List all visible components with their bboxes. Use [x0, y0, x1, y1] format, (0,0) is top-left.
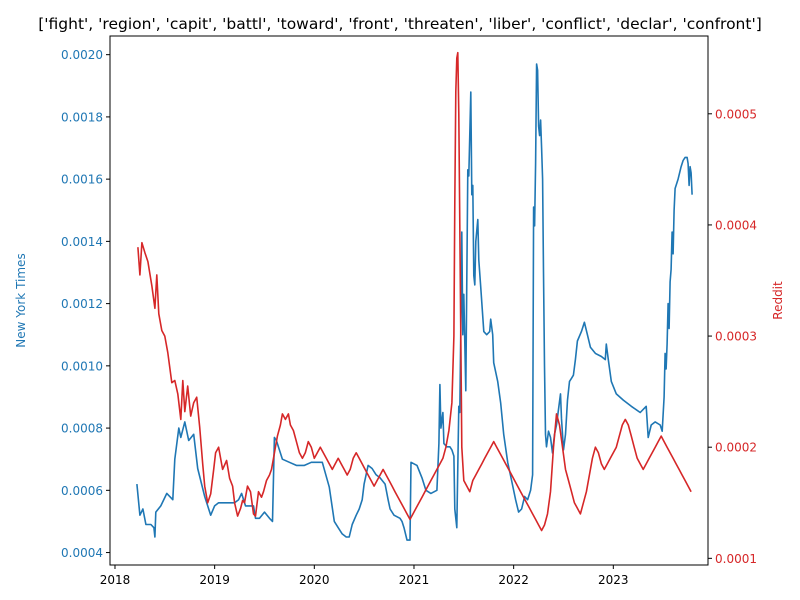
left-tick-label: 0.0020 [61, 48, 103, 62]
right-tick-label: 0.0004 [715, 218, 757, 232]
right-tick-label: 0.0002 [715, 441, 757, 455]
right-tick-label: 0.0005 [715, 107, 757, 121]
left-tick-label: 0.0012 [61, 297, 103, 311]
right-y-axis: 0.0001 0.0002 0.0003 0.0004 0.0005 [708, 107, 757, 566]
left-tick-label: 0.0018 [61, 110, 103, 124]
left-tick-label: 0.0016 [61, 173, 103, 187]
series-line-reddit [137, 51, 692, 532]
right-tick-label: 0.0001 [715, 552, 757, 566]
x-axis: 2018 2019 2020 2021 2022 2023 [100, 565, 629, 587]
left-y-axis: 0.0004 0.0006 0.0008 0.0010 0.0012 0.0014 0.00… [61, 48, 110, 560]
series-line-new-york-times [136, 63, 693, 541]
left-tick-label: 0.0004 [61, 546, 103, 560]
left-tick-label: 0.0010 [61, 359, 103, 373]
x-tick-label: 2022 [498, 573, 529, 587]
x-tick-label: 2020 [299, 573, 330, 587]
left-axis-label: New York Times [14, 253, 28, 347]
left-tick-label: 0.0008 [61, 422, 103, 436]
right-tick-label: 0.0003 [715, 330, 757, 344]
x-tick-label: 2018 [100, 573, 131, 587]
left-tick-label: 0.0006 [61, 484, 103, 498]
x-tick-label: 2019 [199, 573, 230, 587]
x-tick-label: 2023 [598, 573, 629, 587]
plot-area [109, 35, 709, 566]
right-axis-label: Reddit [771, 281, 785, 320]
left-tick-label: 0.0014 [61, 235, 103, 249]
x-tick-label: 2021 [399, 573, 430, 587]
chart-title: ['fight', 'region', 'capit', 'battl', 't… [38, 15, 762, 33]
plot-frame [109, 35, 709, 566]
